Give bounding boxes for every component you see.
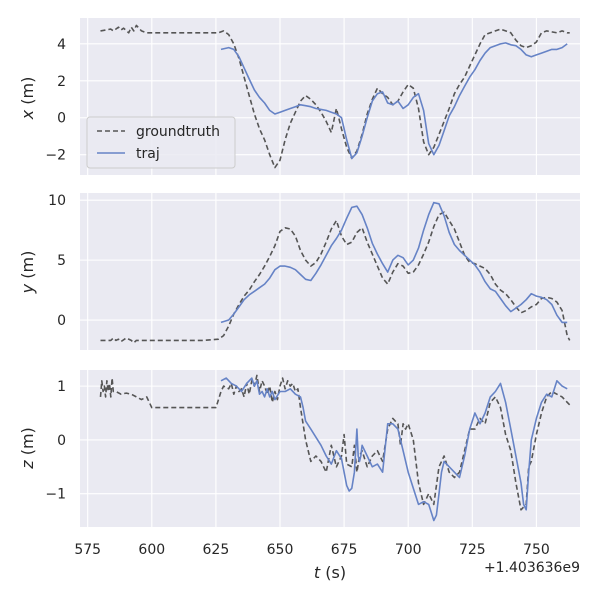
x-offset-label: +1.403636e9: [484, 560, 580, 576]
series-line-traj: [220, 377, 568, 522]
x-tick-label: 725: [459, 542, 486, 558]
x-axis-var: t: [314, 563, 321, 582]
panel-z: [80, 370, 580, 527]
y-tick-label: 0: [57, 433, 66, 449]
y-axis-label-x: x (m): [18, 77, 37, 121]
y-tick-label: 10: [48, 193, 66, 209]
y-tick-label: 0: [57, 313, 66, 329]
y-axis-label-y: y (m): [18, 251, 37, 295]
y-tick-label: 2: [57, 74, 66, 90]
legend-box: [86, 116, 236, 169]
y-axis-unit: (m): [18, 251, 37, 284]
series-line-traj: [220, 42, 568, 160]
series-line-groundtruth: [100, 211, 571, 344]
y-tick-label: −1: [45, 487, 66, 503]
x-tick-label: 625: [203, 542, 230, 558]
series-line-groundtruth: [99, 374, 571, 511]
y-tick-labels: 4 2 0 −2 10 5 0 1 0 −1: [45, 37, 66, 503]
plot-area: [80, 370, 580, 527]
panel-y: [80, 193, 580, 350]
series-line-groundtruth: [100, 24, 570, 169]
x-tick-label: 650: [267, 542, 294, 558]
y-axis-unit: (m): [18, 77, 37, 110]
y-tick-label: −2: [45, 148, 66, 164]
y-axis-label-z: z (m): [18, 427, 37, 470]
y-tick-label: 5: [57, 253, 66, 269]
y-axis-var: x: [18, 109, 37, 120]
x-tick-label: 600: [138, 542, 165, 558]
plot-area: [80, 193, 580, 350]
x-tick-label: 675: [331, 542, 358, 558]
y-axis-var: z: [18, 460, 37, 470]
series-line-traj: [220, 201, 568, 324]
legend: groundtruth traj: [86, 116, 236, 169]
x-tick-label: 700: [395, 542, 422, 558]
x-tick-labels: 575 600 625 650 675 700 725 750: [74, 542, 549, 558]
x-tick-label: 750: [523, 542, 550, 558]
panels: [80, 18, 580, 527]
y-axis-unit: (m): [18, 427, 37, 460]
y-tick-label: 4: [57, 37, 66, 53]
y-tick-label: 1: [57, 379, 66, 395]
x-tick-label: 575: [74, 542, 101, 558]
legend-label-traj: traj: [136, 146, 160, 162]
x-axis-label: t (s): [314, 563, 346, 582]
x-axis-unit: (s): [320, 563, 346, 582]
y-tick-label: 0: [57, 111, 66, 127]
y-axis-var: y: [18, 283, 37, 294]
legend-label-groundtruth: groundtruth: [136, 124, 220, 140]
